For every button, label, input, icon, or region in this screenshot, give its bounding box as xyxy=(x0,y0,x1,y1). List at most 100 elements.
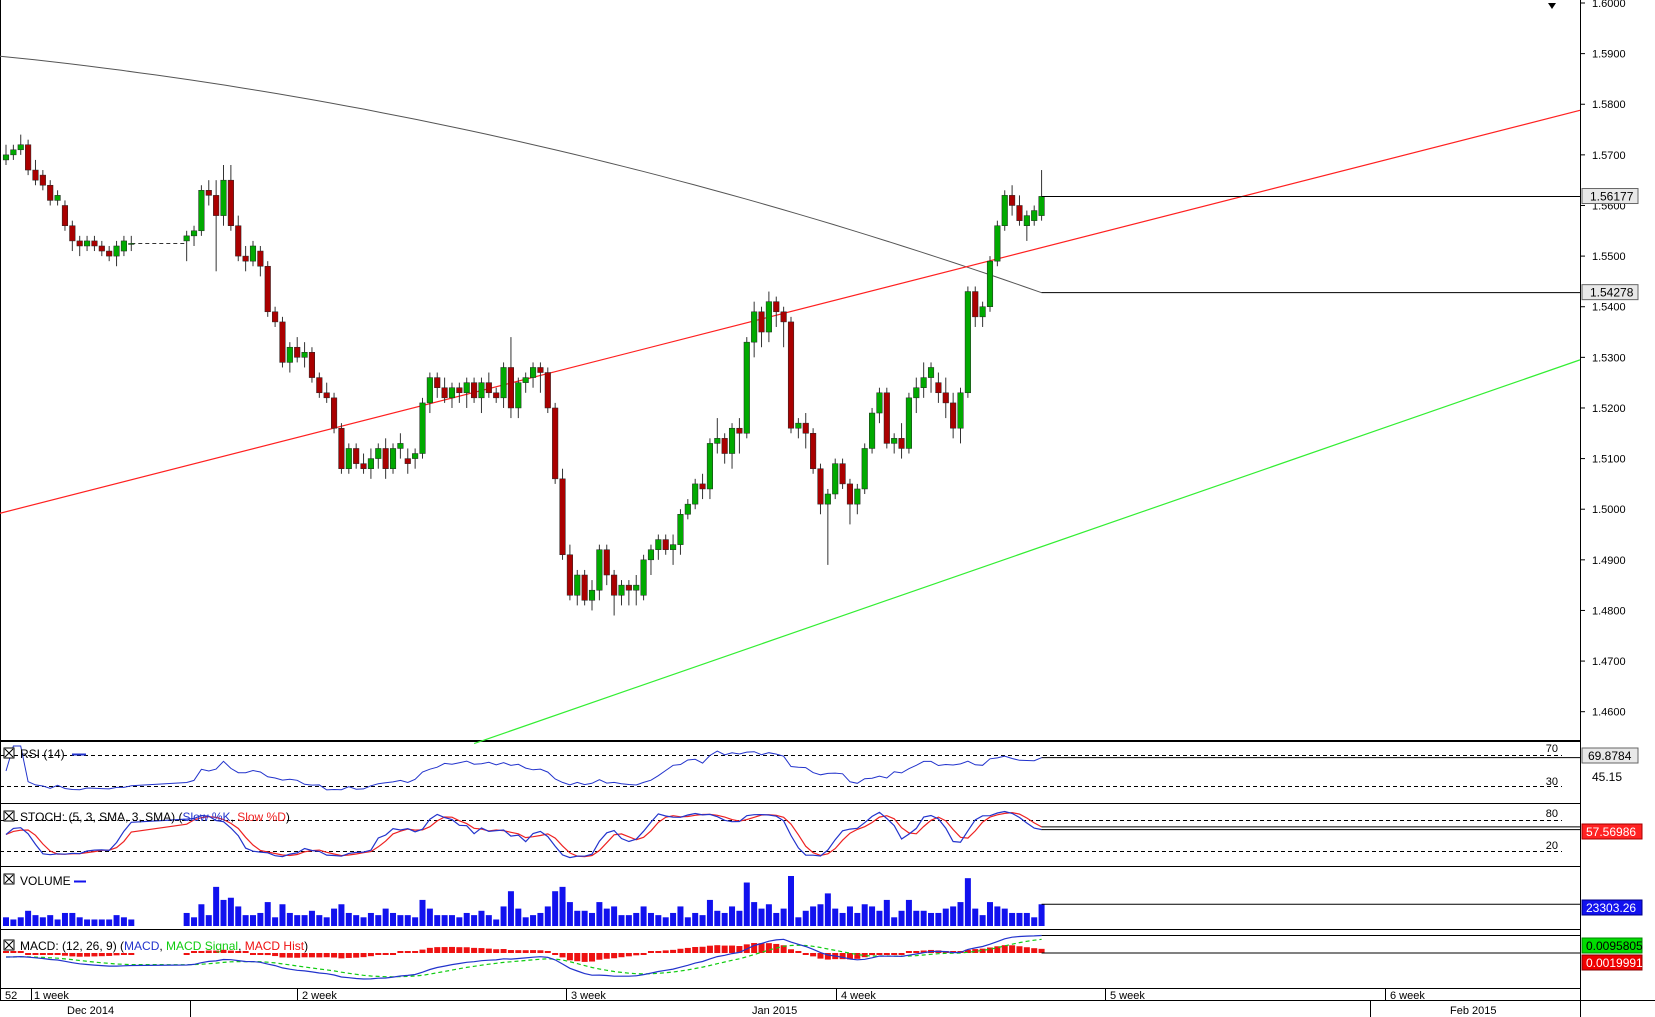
volume-bar xyxy=(39,917,46,926)
stoch-k-line xyxy=(5,810,1042,859)
candle-body xyxy=(1009,195,1016,206)
volume-bar xyxy=(220,899,227,926)
candle-body xyxy=(61,205,69,226)
volume-pane[interactable]: VOLUME 23303.26 xyxy=(3,873,1643,926)
macd-hist-bar xyxy=(286,953,293,958)
candle-body xyxy=(32,169,39,181)
macd-hist-bar xyxy=(3,951,9,953)
candle-body xyxy=(957,392,964,429)
candle-body xyxy=(441,387,448,399)
candle-body xyxy=(507,367,514,409)
candle-body xyxy=(257,250,264,267)
macd-hist-bar xyxy=(603,953,610,959)
volume-bar xyxy=(964,878,971,926)
week-label-3: 3 week xyxy=(571,990,606,1002)
volume-bar xyxy=(972,908,979,926)
macd-hist-bar xyxy=(227,950,234,953)
dropdown-marker-icon[interactable] xyxy=(1548,3,1556,9)
month-label-dec: Dec 2014 xyxy=(67,1005,114,1017)
rsi-pane[interactable]: RSI (14) 70 30 69.8784 45.15 xyxy=(0,743,1639,791)
volume-bar xyxy=(235,906,242,926)
candle-body xyxy=(559,478,566,556)
candle-body xyxy=(574,574,581,596)
macd-hist-bar xyxy=(331,953,338,958)
volume-bar xyxy=(91,919,98,926)
volume-bar xyxy=(213,886,220,926)
macd-hist-bar xyxy=(191,951,198,953)
macd-hist-bar xyxy=(839,953,846,960)
candle-body xyxy=(25,144,32,171)
macd-hist-bar xyxy=(876,953,883,955)
volume-bar xyxy=(412,917,419,926)
volume-bars xyxy=(3,876,1045,926)
macd-hist-bar xyxy=(633,953,640,956)
candle-body xyxy=(751,311,758,343)
volume-bar xyxy=(898,910,905,926)
last-price-label: 1.56177 xyxy=(1590,190,1634,204)
ma-price-box xyxy=(1581,284,1639,301)
week-label-4: 4 week xyxy=(841,990,876,1002)
candle-body xyxy=(84,240,91,247)
volume-bar xyxy=(765,904,772,926)
macd-hist-bar xyxy=(10,951,17,953)
volume-bar xyxy=(183,912,190,926)
macd-hist-bar xyxy=(1038,948,1045,953)
candle-body xyxy=(891,438,898,444)
volume-bar xyxy=(773,912,780,926)
candle-body xyxy=(375,448,382,459)
volume-bar xyxy=(795,917,802,926)
candle-body xyxy=(485,382,492,394)
candle-body xyxy=(106,250,113,257)
macd-hist-bar xyxy=(493,949,500,953)
candle-body xyxy=(655,539,662,550)
candle-body xyxy=(308,352,315,378)
macd-hist-bar xyxy=(338,953,345,959)
candle-body xyxy=(986,260,994,307)
volume-bar xyxy=(1016,912,1023,926)
macd-hist-bar xyxy=(84,953,91,957)
volume-bar xyxy=(279,904,286,926)
resistance-trendline[interactable] xyxy=(0,109,1581,514)
macd-hist-bar xyxy=(788,949,794,953)
stochastic-pane[interactable]: STOCH: (5, 3, SMA, 3, SMA) (Slow %K, Slo… xyxy=(0,808,1643,859)
candle-body xyxy=(478,382,485,399)
macd-hist-bar xyxy=(891,953,898,955)
macd-hist-bar xyxy=(279,953,286,958)
macd-hist-bar xyxy=(854,953,861,959)
hist-value-box xyxy=(1581,954,1643,971)
macd-hist-bar xyxy=(898,953,905,955)
stoch-k-legend: Slow %K xyxy=(182,810,230,824)
macd-hist-bar xyxy=(596,953,603,960)
macd-pane[interactable]: MACD: (12, 26, 9) (MACD, MACD Signal, MA… xyxy=(3,934,1643,980)
last-price-box xyxy=(1581,188,1639,205)
macd-hist-bar xyxy=(69,953,76,957)
candle-body xyxy=(98,245,105,252)
candle-body xyxy=(353,448,360,464)
volume-bar xyxy=(751,902,758,926)
volume-bar xyxy=(891,917,898,926)
macd-hist-bar xyxy=(566,953,573,961)
macd-hist-bar xyxy=(699,946,706,953)
macd-hist-bar xyxy=(17,951,24,953)
volume-bar xyxy=(308,910,315,926)
volume-bar xyxy=(375,915,382,926)
support-trendline[interactable] xyxy=(473,359,1581,745)
macd-hist-bar xyxy=(61,953,68,956)
volume-bar xyxy=(596,902,603,926)
macd-value-box xyxy=(1581,937,1643,954)
price-tick-label: 1.4800 xyxy=(1592,605,1626,617)
macd-sep-1: , xyxy=(159,939,166,953)
candle-body xyxy=(235,225,242,257)
macd-hist-bar xyxy=(530,950,537,953)
candle-body xyxy=(367,458,374,469)
candle-body xyxy=(552,407,559,480)
macd-hist-bar xyxy=(655,951,662,953)
candle-body xyxy=(780,311,787,323)
price-tick-label: 1.5700 xyxy=(1592,150,1626,162)
price-pane[interactable]: 1.4600 1.4700 1.4800 1.4900 1.5000 1.5100 1.52… xyxy=(0,0,1639,745)
candle-body xyxy=(942,392,949,404)
price-tick-label: 1.4900 xyxy=(1592,555,1626,567)
macd-hist-bar xyxy=(441,947,448,953)
volume-bar xyxy=(566,902,573,926)
